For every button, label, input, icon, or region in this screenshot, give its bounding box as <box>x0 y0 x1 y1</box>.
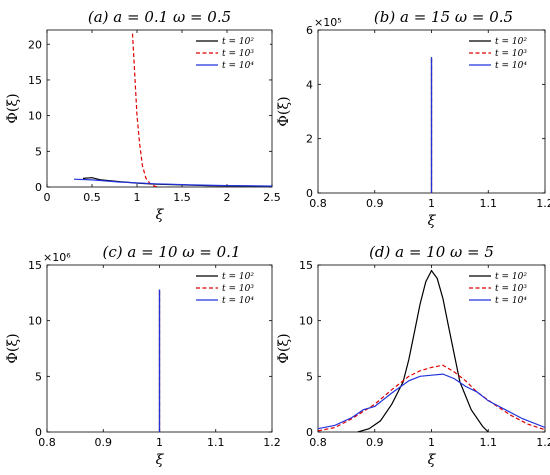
y-tick-label: 15 <box>28 74 42 87</box>
legend-label-0: t = 10² <box>222 272 254 282</box>
y-tick-label: 5 <box>306 370 313 383</box>
x-tick-label: 2.5 <box>263 191 281 204</box>
y-tick-label: 2 <box>306 133 313 146</box>
y-tick-label: 0 <box>306 187 313 200</box>
x-tick-label: 1.1 <box>480 197 498 210</box>
y-axis-multiplier: ×10⁶ <box>43 251 71 264</box>
chart-panel-0: 0 0.5 1 1.5 2 2.5 0 5 10 15 20 (a) a = 0.1 ω = 0.5 ξ… <box>5 8 281 223</box>
y-tick-label: 10 <box>28 315 42 328</box>
series-line-2 <box>73 178 272 187</box>
x-tick-label: 1.5 <box>173 191 191 204</box>
x-tick-label: 0.8 <box>309 197 327 210</box>
series-line-1 <box>318 364 545 432</box>
x-tick-label: 0.5 <box>83 191 101 204</box>
y-tick-label: 0 <box>35 181 42 194</box>
x-tick-label: 2 <box>224 191 231 204</box>
x-tick-label: 0.9 <box>366 436 384 449</box>
legend-label-1: t = 10³ <box>495 49 527 59</box>
y-tick-label: 10 <box>28 110 42 123</box>
chart-panel-2: 0.8 0.9 1 1.1 1.2 0 5 10 15×10⁶ (c) a = 10 ω = 0.… <box>5 243 281 468</box>
legend-label-1: t = 10³ <box>495 284 527 294</box>
legend-label-2: t = 10⁴ <box>222 296 254 306</box>
series-line-1 <box>131 33 160 187</box>
legend-label-0: t = 10² <box>222 37 254 47</box>
legend-label-0: t = 10² <box>495 37 527 47</box>
y-tick-label: 6 <box>306 24 313 37</box>
y-tick-label: 5 <box>35 370 42 383</box>
x-tick-label: 0.9 <box>95 436 113 449</box>
chart-panel-1: 0.8 0.9 1 1.1 1.2 0 2 4 6×10⁵ (b) a = 15 ω = 0.5 ξ… <box>276 8 550 229</box>
legend: t = 10² t = 10³ t = 10⁴ <box>192 268 270 308</box>
x-axis-label: ξ <box>428 213 437 229</box>
x-tick-label: 1 <box>428 197 435 210</box>
legend-label-2: t = 10⁴ <box>495 296 527 306</box>
chart-title: (a) a = 0.1 ω = 0.5 <box>88 8 231 26</box>
x-tick-label: 1.2 <box>536 436 550 449</box>
x-tick-label: 0.8 <box>38 436 56 449</box>
y-tick-label: 5 <box>35 145 42 158</box>
y-tick-label: 20 <box>28 38 42 51</box>
x-tick-label: 1 <box>134 191 141 204</box>
y-axis-label: Φ(ξ) <box>5 333 21 363</box>
series-line-0 <box>357 269 489 432</box>
x-tick-label: 1.1 <box>207 436 225 449</box>
chart-title: (c) a = 10 ω = 0.1 <box>103 243 241 261</box>
y-axis-multiplier: ×10⁵ <box>314 16 342 29</box>
series-line-2 <box>318 373 545 430</box>
legend-label-1: t = 10³ <box>222 284 254 294</box>
chart-title: (b) a = 15 ω = 0.5 <box>374 8 513 26</box>
x-tick-label: 0.8 <box>309 436 327 449</box>
x-axis-label: ξ <box>156 452 165 468</box>
y-axis-label: Φ(ξ) <box>276 333 292 363</box>
legend-label-1: t = 10³ <box>222 49 254 59</box>
x-tick-label: 0.9 <box>366 197 384 210</box>
y-tick-label: 0 <box>306 426 313 439</box>
legend: t = 10² t = 10³ t = 10⁴ <box>465 33 543 73</box>
y-tick-label: 15 <box>28 259 42 272</box>
y-tick-label: 0 <box>35 426 42 439</box>
x-axis-label: ξ <box>428 452 437 468</box>
x-axis-label: ξ <box>156 207 165 223</box>
y-tick-label: 4 <box>306 78 313 91</box>
x-tick-label: 0 <box>44 191 51 204</box>
chart-title: (d) a = 10 ω = 5 <box>369 243 494 261</box>
legend-label-2: t = 10⁴ <box>495 61 527 71</box>
y-axis-label: Φ(ξ) <box>276 96 292 126</box>
x-tick-label: 1 <box>156 436 163 449</box>
x-tick-label: 1 <box>428 436 435 449</box>
x-tick-label: 1.2 <box>263 436 281 449</box>
y-tick-label: 10 <box>299 315 313 328</box>
y-axis-label: Φ(ξ) <box>5 93 21 123</box>
legend-label-2: t = 10⁴ <box>222 61 254 71</box>
y-tick-label: 15 <box>299 259 313 272</box>
legend: t = 10² t = 10³ t = 10⁴ <box>465 268 543 308</box>
x-tick-label: 1.1 <box>480 436 498 449</box>
legend-label-0: t = 10² <box>495 272 527 282</box>
legend: t = 10² t = 10³ t = 10⁴ <box>192 33 270 73</box>
x-tick-label: 1.2 <box>536 197 550 210</box>
chart-panel-3: 0.8 0.9 1 1.1 1.2 0 5 10 15 (d) a = 10 ω = 5 ξ Φ(ξ)… <box>276 243 550 468</box>
